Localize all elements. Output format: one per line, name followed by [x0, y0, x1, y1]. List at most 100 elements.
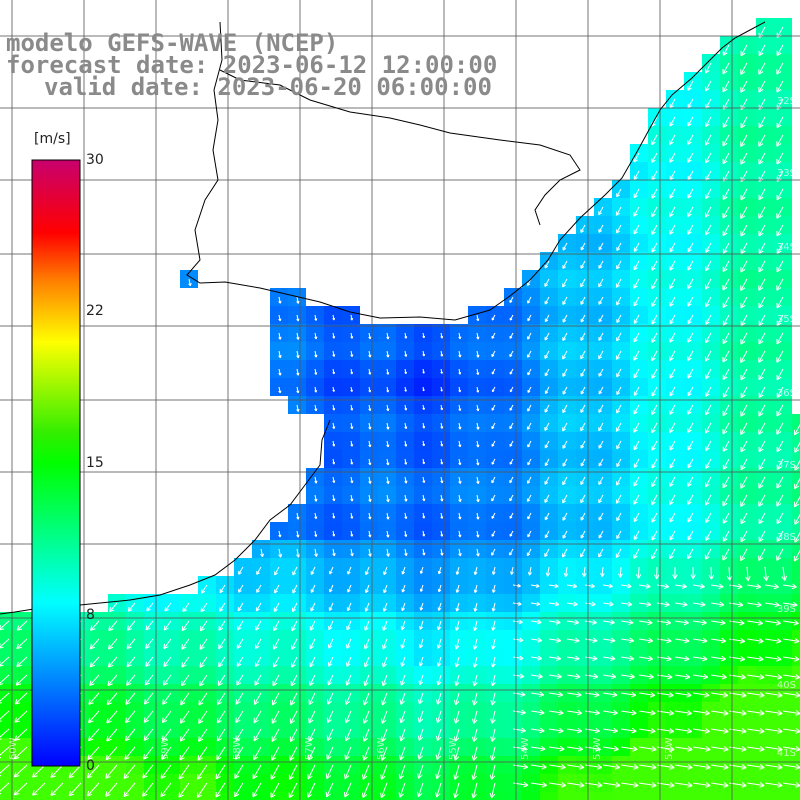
wind-arrow	[580, 494, 586, 504]
wind-arrow	[454, 692, 460, 706]
wind-arrow	[602, 727, 618, 734]
wind-arrow	[544, 512, 550, 521]
wind-arrow	[509, 386, 514, 393]
wind-arrow	[722, 386, 730, 398]
wind-arrow	[548, 583, 559, 589]
wind-arrow	[656, 583, 670, 589]
wind-arrow	[740, 242, 748, 255]
wind-arrow	[633, 548, 640, 559]
wind-arrow	[458, 404, 462, 412]
wind-arrow	[491, 494, 496, 502]
wind-arrow	[782, 601, 798, 608]
wind-arrow	[271, 710, 280, 724]
wind-arrow	[510, 566, 514, 575]
wind-arrow	[740, 350, 748, 363]
wind-arrow	[692, 619, 707, 626]
wind-arrow	[199, 674, 208, 687]
wind-arrow	[687, 170, 694, 181]
wind-arrow	[638, 764, 657, 770]
wind-arrow	[674, 746, 693, 752]
wind-arrow	[290, 674, 298, 687]
wind-arrow	[687, 314, 694, 325]
wind-arrow	[436, 656, 442, 667]
wind-arrow	[651, 260, 658, 271]
wind-arrow	[633, 422, 640, 433]
wind-arrow	[380, 782, 388, 799]
wind-arrow	[383, 566, 388, 576]
wind-arrow	[382, 602, 388, 612]
wind-arrow	[722, 332, 730, 345]
wind-arrow	[669, 260, 676, 271]
wind-arrow	[260, 548, 264, 558]
wind-arrow	[107, 656, 118, 668]
wind-arrow	[527, 350, 532, 358]
wind-arrow	[181, 620, 190, 632]
latitude-label: 39S	[776, 604, 796, 615]
wind-arrow	[197, 746, 208, 761]
wind-arrow	[687, 386, 694, 397]
wind-arrow	[744, 566, 751, 582]
wind-arrow	[584, 727, 600, 734]
wind-arrow	[740, 62, 748, 75]
wind-arrow	[633, 152, 640, 163]
wind-arrow	[544, 314, 550, 323]
wind-arrow	[705, 80, 712, 92]
wind-arrow	[163, 638, 172, 650]
wind-arrow	[509, 350, 514, 358]
wind-arrow	[710, 619, 726, 626]
wind-arrow	[620, 619, 634, 626]
wind-arrow	[740, 512, 748, 525]
wind-arrow	[527, 512, 532, 520]
wind-arrow	[68, 782, 82, 797]
wind-arrow	[404, 512, 408, 520]
wind-arrow	[566, 619, 580, 625]
wind-arrow	[344, 746, 352, 761]
wind-arrow	[638, 746, 657, 752]
wind-arrow	[616, 296, 622, 306]
wind-arrow	[332, 548, 336, 557]
wind-arrow	[236, 638, 244, 649]
wind-arrow	[764, 583, 779, 590]
wind-arrow	[776, 62, 784, 75]
wind-cell	[558, 792, 576, 800]
wind-arrow	[687, 494, 694, 505]
wind-arrow	[472, 692, 478, 706]
wind-arrow	[332, 404, 336, 411]
wind-arrow	[458, 368, 462, 375]
wind-arrow	[690, 566, 696, 579]
wind-arrow	[368, 422, 372, 430]
wind-arrow	[758, 314, 766, 326]
wind-arrow	[458, 476, 462, 484]
wind-arrow	[566, 764, 585, 770]
wind-arrow	[491, 530, 496, 537]
wind-arrow	[179, 746, 190, 761]
wind-arrow	[616, 458, 622, 468]
wind-arrow	[746, 746, 765, 752]
wind-arrow	[326, 692, 334, 705]
wind-arrow	[722, 188, 730, 200]
wind-arrow	[728, 601, 744, 608]
wind-arrow	[473, 566, 478, 576]
wind-arrow	[87, 746, 100, 760]
wind-arrow	[296, 386, 300, 394]
wind-arrow	[512, 655, 524, 661]
wind-arrow	[126, 620, 136, 631]
wind-arrow	[705, 368, 712, 380]
wind-arrow	[692, 728, 710, 734]
wind-arrow	[435, 710, 442, 724]
wind-arrow	[722, 224, 730, 237]
wind-arrow	[350, 404, 354, 411]
wind-arrow	[490, 728, 496, 742]
wind-cell	[792, 486, 800, 504]
wind-arrow	[638, 691, 656, 698]
wind-arrow	[758, 404, 766, 417]
wind-arrow	[566, 782, 585, 788]
wind-arrow	[16, 656, 28, 668]
wind-arrow	[566, 583, 578, 589]
wind-arrow	[580, 260, 586, 269]
wind-arrow	[404, 548, 408, 557]
wind-arrow	[776, 116, 784, 129]
wind-arrow	[127, 602, 136, 612]
wind-arrow	[562, 260, 568, 269]
wind-arrow	[368, 332, 372, 340]
